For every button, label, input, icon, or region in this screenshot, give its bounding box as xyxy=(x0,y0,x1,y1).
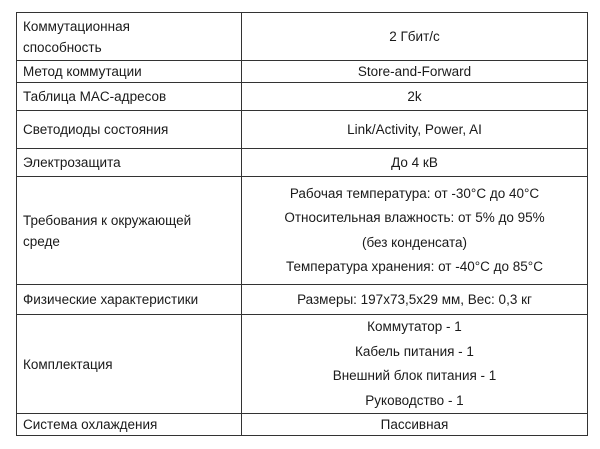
table-row: Метод коммутации Store-and-Forward xyxy=(16,60,588,83)
table-row: Электрозащита До 4 кВ xyxy=(16,148,588,177)
spec-key: Система охлаждения xyxy=(16,413,242,436)
spec-key-text: Коммутационная способность xyxy=(23,18,130,55)
spec-value-line: Относительная влажность: от 5% до 95% xyxy=(284,210,545,225)
table-row: Физические характеристики Размеры: 197x7… xyxy=(16,284,588,315)
table-row: Светодиоды состояния Link/Activity, Powe… xyxy=(16,110,588,149)
spec-value-line: Температура хранения: от -40°C до 85°C xyxy=(286,259,543,274)
spec-key: Требования к окружающей среде xyxy=(16,176,242,285)
spec-value-line: Коммутатор - 1 xyxy=(367,319,462,334)
spec-value-line: Кабель питания - 1 xyxy=(355,343,474,359)
spec-value: Link/Activity, Power, AI xyxy=(241,110,588,149)
table-row: Комплектация Коммутатор - 1 Кабель питан… xyxy=(16,314,588,414)
spec-value: Размеры: 197x73,5x29 мм, Вес: 0,3 кг xyxy=(241,284,588,315)
spec-key: Комплектация xyxy=(16,314,242,414)
spec-value-line: Внешний блок питания - 1 xyxy=(332,368,497,383)
spec-value-line: Рабочая температура: от -30°C до 40°C xyxy=(289,185,540,201)
spec-value-line: Руководство - 1 xyxy=(365,392,464,408)
spec-value: Коммутатор - 1 Кабель питания - 1 Внешни… xyxy=(241,314,588,414)
spec-key: Физические характеристики xyxy=(16,284,242,315)
spec-value: 2k xyxy=(241,82,588,111)
spec-value: Рабочая температура: от -30°C до 40°C От… xyxy=(241,176,588,285)
spec-value: До 4 кВ xyxy=(241,148,588,177)
specs-table: Коммутационная способность 2 Гбит/с Мето… xyxy=(16,12,588,436)
spec-value: Store-and-Forward xyxy=(241,60,588,83)
spec-key: Коммутационная способность xyxy=(16,12,242,61)
spec-key: Метод коммутации xyxy=(16,60,242,83)
spec-value: Пассивная xyxy=(241,413,588,436)
spec-key: Светодиоды состояния xyxy=(16,110,242,149)
table-row: Требования к окружающей среде Рабочая те… xyxy=(16,176,588,285)
spec-key-text: Требования к окружающей среде xyxy=(23,212,192,249)
spec-value-line: (без конденсата) xyxy=(361,234,468,250)
table-row: Система охлаждения Пассивная xyxy=(16,413,588,436)
spec-key: Электрозащита xyxy=(16,148,242,177)
table-row: Таблица MAC-адресов 2k xyxy=(16,82,588,111)
spec-key: Таблица MAC-адресов xyxy=(16,82,242,111)
spec-value: 2 Гбит/с xyxy=(241,12,588,61)
table-row: Коммутационная способность 2 Гбит/с xyxy=(16,12,588,61)
